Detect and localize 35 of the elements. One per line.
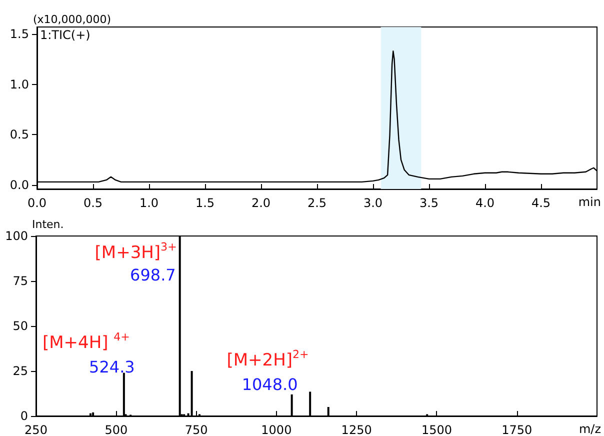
y-axis-title: (x10,000,000) xyxy=(33,13,112,26)
annotation: 1:TIC(+) xyxy=(40,28,90,42)
x-tick-label: 1250 xyxy=(341,423,372,436)
x-tick-label: 2.5 xyxy=(307,196,327,210)
annotation: 698.7 xyxy=(130,266,176,284)
y-tick-label: 25 xyxy=(12,364,28,378)
y-tick-label: 0.5 xyxy=(10,128,29,142)
y-tick-label: 75 xyxy=(12,274,28,288)
x-tick-label: 1.5 xyxy=(195,196,215,210)
x-tick-label: 0.5 xyxy=(83,196,103,210)
y-tick-label: 0 xyxy=(20,409,28,423)
x-tick-label: 750 xyxy=(184,423,208,436)
y-tick-label: 0.0 xyxy=(10,178,29,192)
y-tick-label: 1.5 xyxy=(10,27,29,42)
y-axis-title: Inten. xyxy=(32,218,64,232)
x-tick-label: 3.0 xyxy=(363,196,383,210)
annotation: [M+4H] 4+ xyxy=(42,330,130,353)
y-tick-label: 50 xyxy=(12,319,28,333)
x-tick-label: 1000 xyxy=(261,423,292,436)
annotation: 524.3 xyxy=(89,357,135,376)
x-tick-label: 4.0 xyxy=(475,196,495,210)
y-tick-label: 100 xyxy=(5,229,28,243)
x-tick-label: 1750 xyxy=(502,423,532,436)
x-axis-title: m/z xyxy=(578,422,601,436)
y-tick-label: 1.0 xyxy=(10,77,29,92)
x-tick-label: 500 xyxy=(104,423,128,436)
x-tick-label: 1500 xyxy=(421,423,452,436)
x-tick-label: 0.0 xyxy=(27,196,47,210)
x-tick-label: 1.0 xyxy=(139,196,159,210)
annotation: 1048.0 xyxy=(242,374,298,394)
x-tick-label: 250 xyxy=(24,423,48,436)
x-tick-label: 2.0 xyxy=(251,196,271,210)
x-tick-label: 4.5 xyxy=(531,196,551,210)
x-axis-title: min xyxy=(578,195,601,209)
x-tick-label: 3.5 xyxy=(419,196,439,210)
